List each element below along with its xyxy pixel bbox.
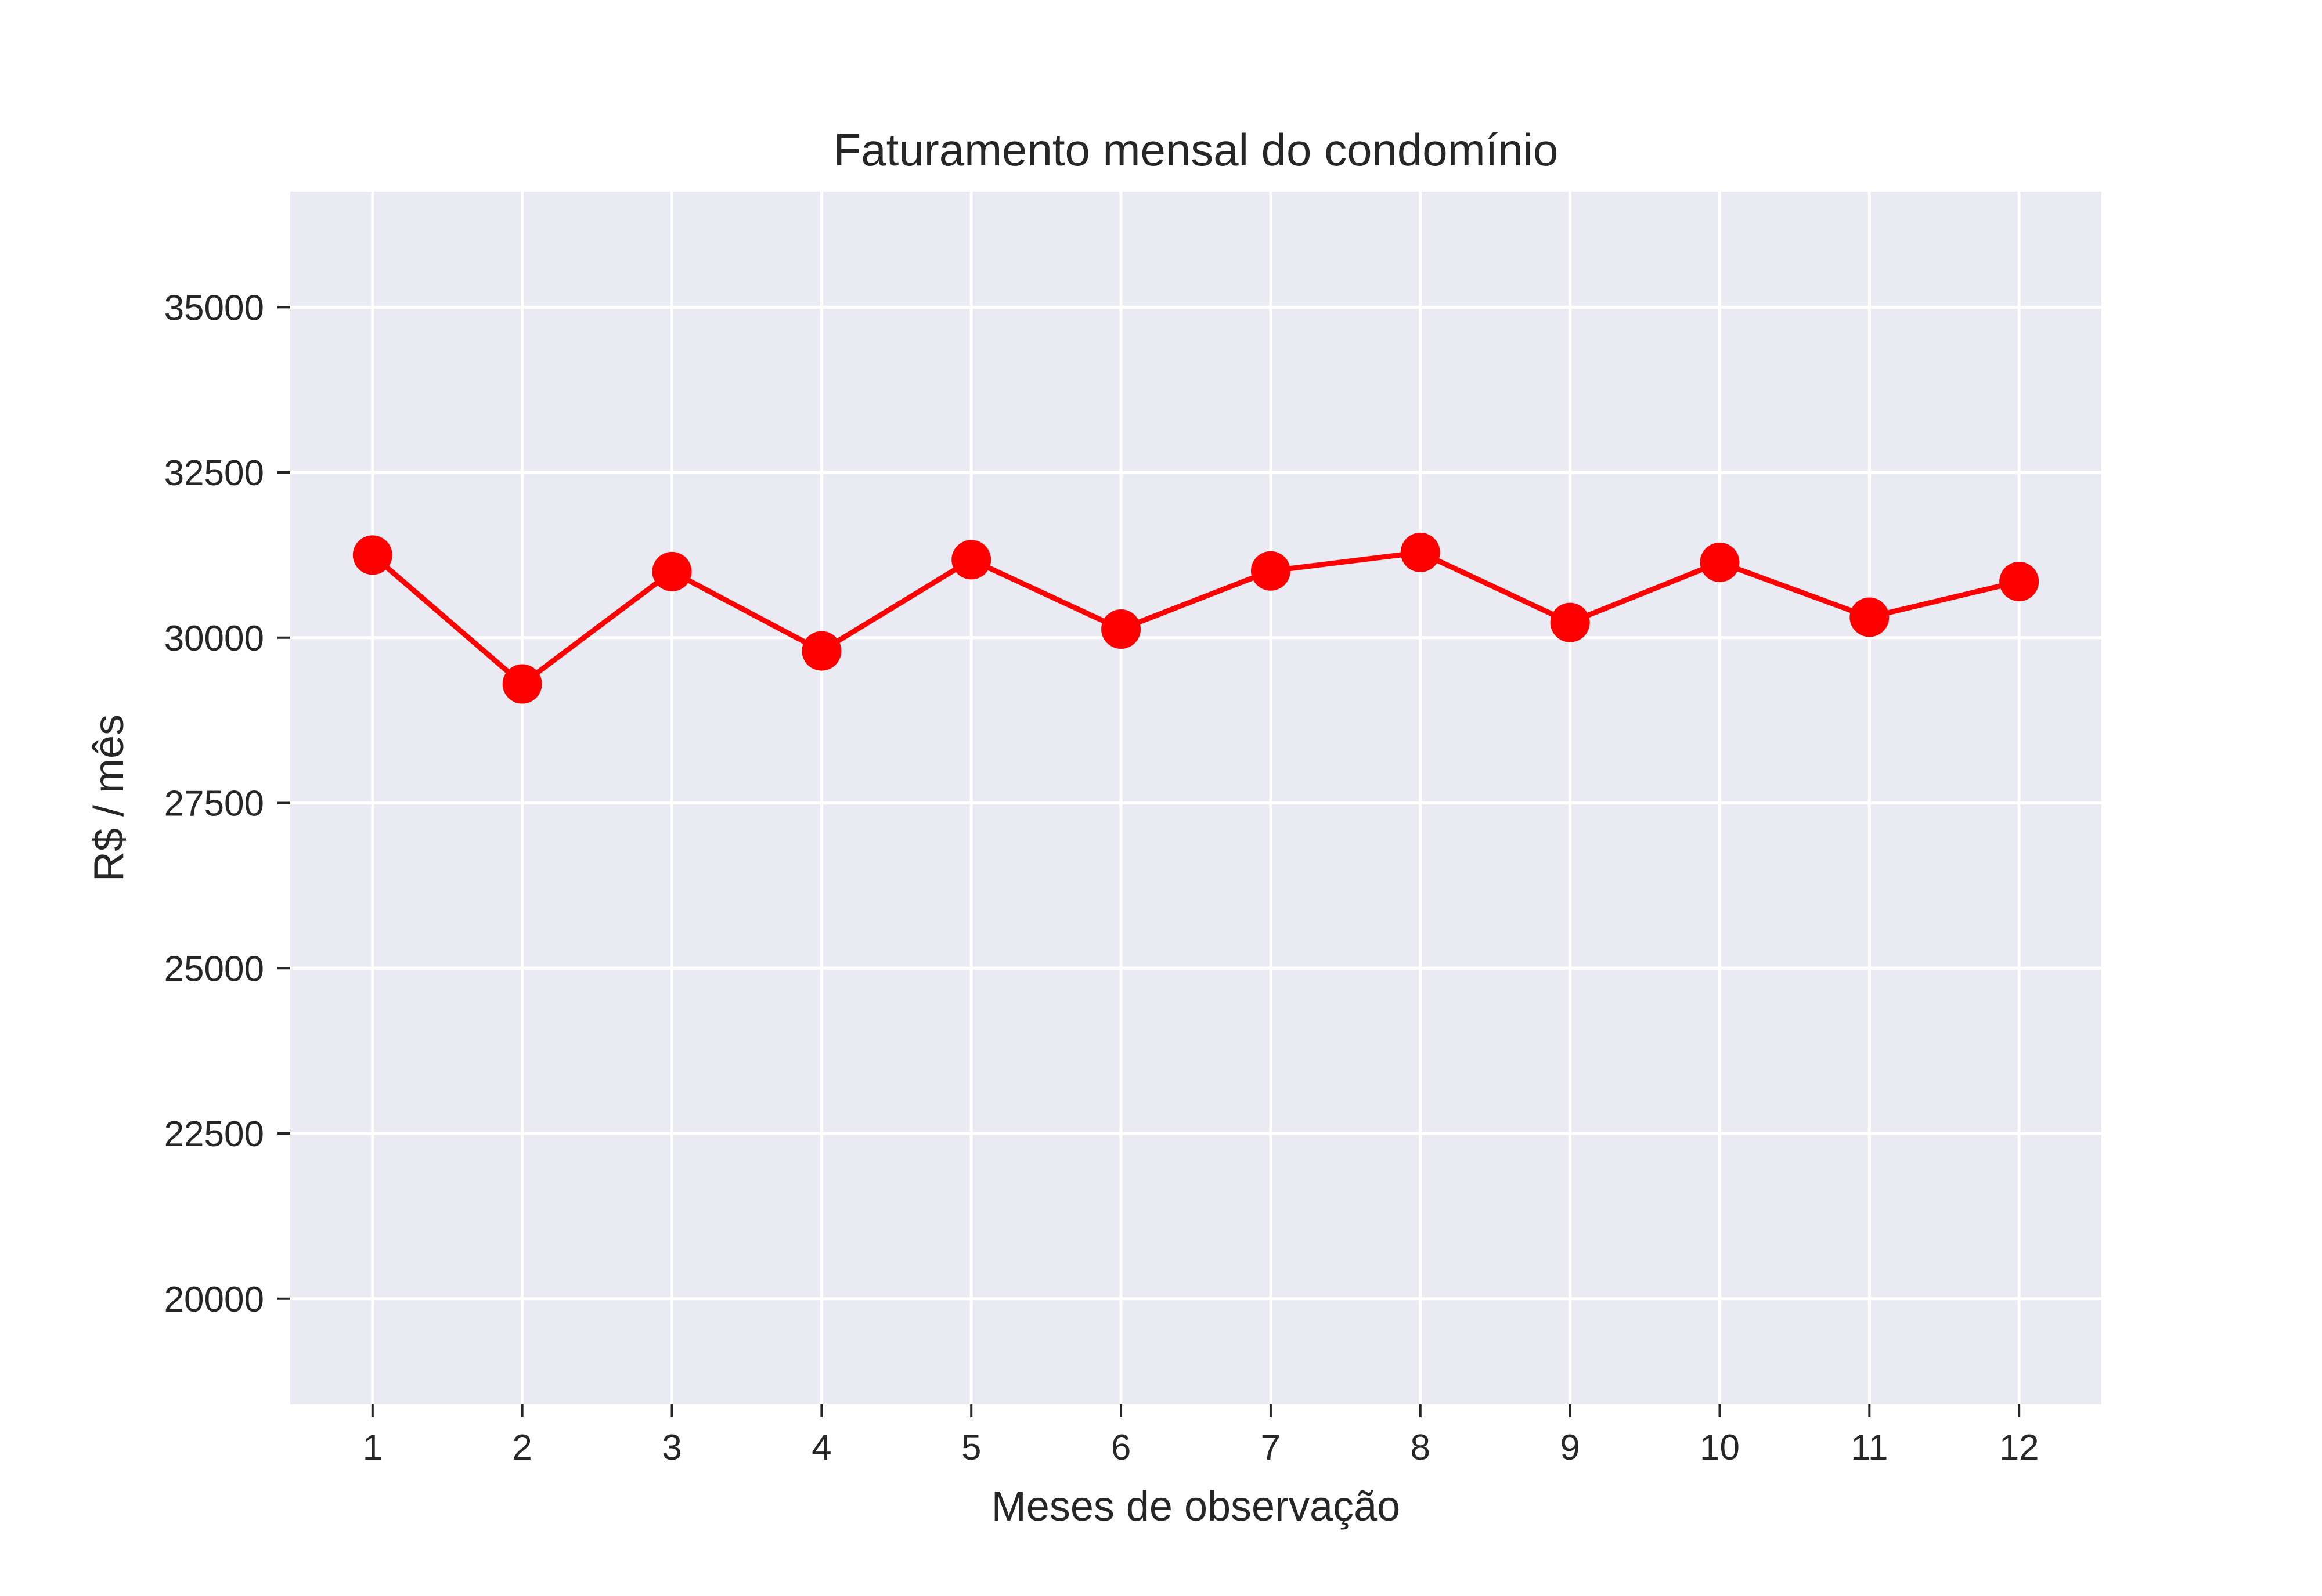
y-tick-label: 25000: [164, 949, 264, 989]
data-point: [352, 535, 392, 575]
data-point: [1550, 602, 1590, 642]
x-tick-label: 1: [363, 1428, 383, 1468]
data-point: [802, 631, 842, 671]
x-gridlines: [371, 192, 2021, 1404]
y-tick-label: 30000: [164, 619, 264, 659]
y-tick-label: 22500: [164, 1114, 264, 1154]
x-tick-label: 2: [512, 1428, 532, 1468]
data-point: [1999, 561, 2039, 601]
x-tick-label: 11: [1851, 1428, 1888, 1468]
y-tick-label: 20000: [164, 1280, 264, 1320]
data-point: [951, 540, 991, 580]
y-gridlines: [290, 305, 2101, 1301]
y-axis-ticks: 20000 22500 25000 27500 30000 32500 35000: [164, 288, 290, 1320]
data-point: [1849, 597, 1890, 637]
x-tick-label: 10: [1700, 1428, 1740, 1468]
series-line: [370, 550, 2020, 687]
x-tick-label: 12: [1999, 1428, 2039, 1468]
series-layer: [352, 532, 2039, 704]
plot-area: [290, 192, 2101, 1404]
x-tick-label: 3: [662, 1428, 682, 1468]
data-point: [652, 551, 692, 591]
data-point: [502, 664, 542, 704]
y-axis-label: R$ / mês: [86, 714, 132, 882]
x-tick-label: 6: [1111, 1428, 1131, 1468]
y-tick-label: 35000: [164, 288, 264, 328]
x-tick-label: 7: [1261, 1428, 1281, 1468]
x-tick-label: 4: [812, 1428, 831, 1468]
x-axis-ticks: 1 2 3 4 5 6 7 8 9 10 11 12: [363, 1404, 2039, 1468]
x-tick-label: 8: [1411, 1428, 1430, 1468]
data-point: [1400, 532, 1440, 572]
chart-title: Faturamento mensal do condomínio: [834, 124, 1559, 175]
x-tick-label: 9: [1560, 1428, 1580, 1468]
x-axis-label: Meses de observação: [991, 1483, 1400, 1530]
x-tick-label: 5: [961, 1428, 981, 1468]
y-tick-label: 32500: [164, 453, 264, 493]
data-point: [1700, 542, 1740, 582]
y-tick-label: 27500: [164, 784, 264, 824]
data-point: [1101, 609, 1141, 649]
data-point: [1250, 551, 1290, 591]
